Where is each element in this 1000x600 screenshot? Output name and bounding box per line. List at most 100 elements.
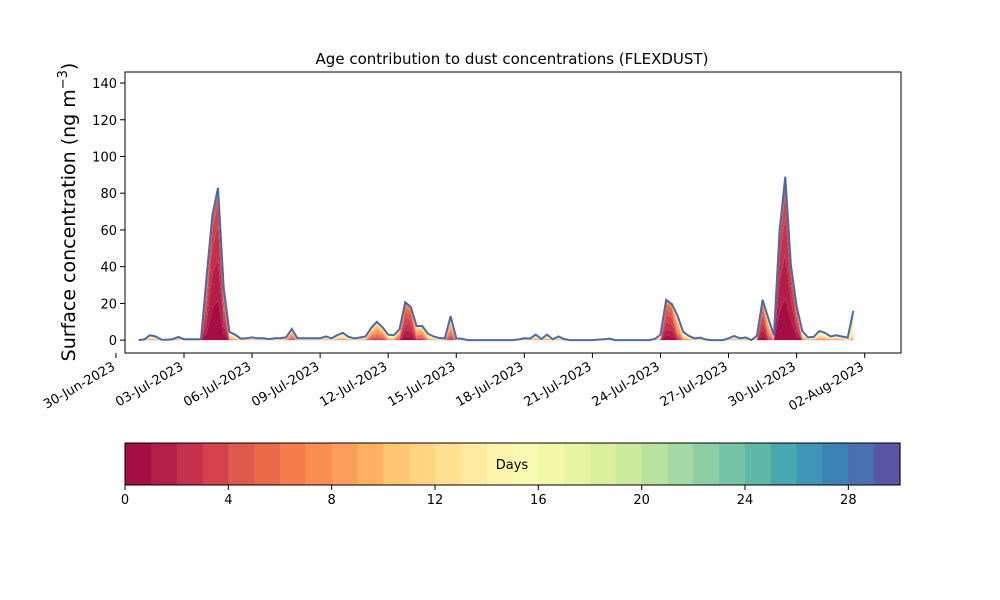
colorbar-tick-label: 8: [328, 493, 336, 508]
colorbar-cell-19: [615, 443, 643, 485]
colorbar-cell-22: [693, 443, 720, 485]
total-concentration-line: [138, 176, 855, 342]
colorbar-cell-16: [538, 443, 565, 485]
colorbar-cells: [125, 443, 901, 485]
x-tick-label: 06-Jul-2023: [181, 359, 254, 410]
age-band-area-9: [138, 176, 854, 341]
colorbar-tick-label: 12: [427, 493, 444, 508]
age-band-area-20: [138, 176, 854, 341]
colorbar: Days 0 4 8 12 16 20 24 28: [121, 442, 901, 508]
y-axis: 0 20 40 60 80 100 120 140: [92, 77, 125, 349]
age-band-area-18: [138, 176, 854, 341]
age-band-area-29: [138, 176, 854, 341]
age-band-area-21: [138, 176, 854, 341]
x-tick-label: 12-Jul-2023: [317, 359, 390, 410]
age-band-area-14: [138, 176, 854, 341]
colorbar-cell-24: [745, 443, 772, 485]
colorbar-cell-8: [331, 443, 359, 485]
colorbar-cell-15: [512, 443, 539, 485]
age-band-area-26: [138, 176, 854, 341]
age-band-area-17: [138, 176, 854, 341]
colorbar-cell-4: [228, 443, 255, 485]
age-band-area-2: [138, 217, 854, 341]
colorbar-cell-7: [305, 443, 333, 485]
colorbar-cell-23: [719, 443, 746, 485]
age-band-area-16: [138, 176, 854, 341]
age-band-area-24: [138, 176, 854, 341]
colorbar-tick-label: 20: [633, 493, 650, 508]
age-band-area-22: [138, 176, 854, 341]
age-band-area-6: [138, 177, 854, 341]
y-tick-label: 100: [92, 150, 117, 165]
colorbar-cell-5: [254, 443, 281, 485]
age-band-area-0: [138, 298, 854, 341]
colorbar-cell-14: [486, 443, 514, 485]
colorbar-tick-label: 0: [121, 493, 129, 508]
age-band-area-27: [138, 176, 854, 341]
colorbar-cell-11: [409, 443, 436, 485]
colorbar-cell-9: [357, 443, 384, 485]
colorbar-cell-2: [176, 443, 204, 485]
colorbar-cell-29: [874, 443, 901, 485]
colorbar-cell-28: [848, 443, 875, 485]
age-band-area-28: [138, 176, 854, 341]
colorbar-cell-20: [641, 443, 669, 485]
age-band-area-19: [138, 176, 854, 341]
colorbar-cell-21: [667, 443, 694, 485]
colorbar-cell-17: [564, 443, 591, 485]
colorbar-label: Days: [496, 458, 529, 473]
age-band-area-4: [138, 182, 854, 341]
colorbar-cell-1: [150, 443, 178, 485]
age-band-area-25: [138, 176, 854, 341]
colorbar-tick-label: 4: [224, 493, 232, 508]
age-band-area-13: [138, 176, 854, 341]
x-axis: 30-Jun-202303-Jul-202306-Jul-202309-Jul-…: [41, 353, 867, 415]
y-tick-label: 140: [92, 77, 117, 92]
colorbar-cell-25: [770, 443, 798, 485]
y-tick-label: 60: [100, 224, 117, 239]
colorbar-cell-18: [590, 443, 617, 485]
x-tick-label: 18-Jul-2023: [454, 359, 527, 410]
colorbar-tick-label: 24: [737, 493, 754, 508]
age-band-area-5: [138, 178, 854, 341]
x-tick-label: 24-Jul-2023: [590, 359, 663, 410]
colorbar-cell-12: [435, 443, 462, 485]
colorbar-tick-label: 16: [530, 493, 547, 508]
colorbar-frame: [124, 442, 901, 486]
age-band-area-7: [138, 176, 854, 341]
plot-frame: [124, 71, 902, 354]
colorbar-tick-label: 28: [840, 493, 857, 508]
colorbar-cell-10: [383, 443, 410, 485]
age-band-area-3: [138, 194, 854, 341]
area-layer: [138, 176, 854, 341]
x-tick-label: 27-Jul-2023: [658, 359, 731, 410]
plot-area: [124, 71, 902, 354]
y-tick-label: 0: [109, 334, 117, 349]
x-tick-label: 15-Jul-2023: [385, 359, 458, 410]
colorbar-cell-6: [280, 443, 307, 485]
age-band-area-8: [138, 176, 854, 341]
chart-title: Age contribution to dust concentrations …: [316, 50, 709, 68]
age-band-area-11: [138, 176, 854, 341]
x-tick-label: 03-Jul-2023: [113, 359, 186, 410]
y-tick-label: 80: [100, 187, 117, 202]
colorbar-cell-27: [822, 443, 849, 485]
y-tick-label: 40: [100, 261, 117, 276]
age-band-area-10: [138, 176, 854, 341]
colorbar-cell-0: [125, 443, 152, 485]
colorbar-cell-3: [202, 443, 229, 485]
x-tick-label: 21-Jul-2023: [522, 359, 595, 410]
age-band-area-15: [138, 176, 854, 341]
age-band-area-1: [138, 253, 854, 341]
y-tick-label: 120: [92, 114, 117, 129]
y-tick-label: 20: [100, 297, 117, 312]
colorbar-cell-26: [796, 443, 824, 485]
age-band-area-12: [138, 176, 854, 341]
x-tick-label: 09-Jul-2023: [249, 359, 322, 410]
colorbar-cell-13: [460, 443, 488, 485]
x-tick-label: 02-Aug-2023: [786, 359, 866, 414]
y-axis-label: Surface concentration (ng m−3): [56, 63, 80, 362]
colorbar-ticks: 0 4 8 12 16 20 24 28: [121, 485, 857, 508]
age-band-area-23: [138, 176, 854, 341]
